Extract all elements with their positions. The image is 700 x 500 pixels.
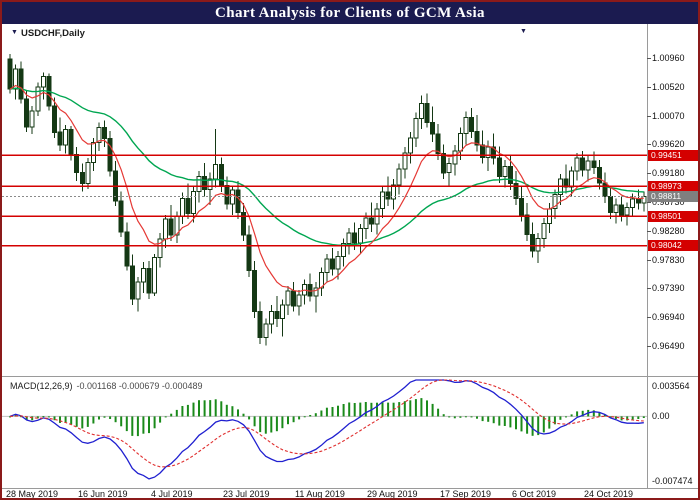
date-axis-label[interactable]: 24 Oct 2019 [584,489,634,499]
macd-indicator-label: MACD(12,26,9) -0.001168 -0.000679 -0.0004… [10,381,202,391]
price-tick-label: 1.00960 [652,53,685,63]
level-price-tag: 0.98973 [648,181,698,192]
price-tick-label: 1.00070 [652,111,685,121]
date-axis-label[interactable]: 23 Jul 2019 [223,489,270,499]
price-tick-mark [647,173,651,174]
date-axis-label[interactable]: 11 Aug 2019 [295,489,345,499]
date-axis-label[interactable]: 16 Jun 2019 [78,489,128,499]
date-axis-label[interactable]: 6 Oct 2019 [512,489,557,499]
price-tick-label: 0.97830 [652,255,685,265]
date-axis-label[interactable]: 29 Aug 2019 [367,489,418,499]
price-tick-mark [647,288,651,289]
price-tick-mark [647,346,651,347]
price-tick-mark [647,144,651,145]
date-axis-label[interactable]: 17 Sep 2019 [440,489,492,499]
date-axis-label[interactable]: 28 May 2019 [6,489,59,499]
price-tick-mark [647,202,651,203]
support-resistance-lines[interactable] [2,154,647,247]
price-tick-label: 1.00520 [652,82,685,92]
current-price-tag: 0.98811 [648,191,698,202]
price-tick-mark [647,260,651,261]
candles-layer [7,53,647,346]
macd-axis-label: 0.00 [652,411,670,421]
price-tick-mark [647,317,651,318]
level-price-tag: 0.99451 [648,150,698,161]
price-tick-label: 0.97390 [652,283,685,293]
price-tick-label: 0.98280 [652,226,685,236]
price-axis-separator [647,24,648,488]
price-tick-mark [647,58,651,59]
level-price-tag: 0.98501 [648,211,698,222]
price-tick-label: 0.99620 [652,139,685,149]
price-tick-label: 0.99180 [652,168,685,178]
price-tick-mark [647,87,651,88]
macd-layer [2,379,647,480]
pane-separator[interactable] [2,376,698,377]
price-tick-label: 0.98730 [652,197,685,207]
price-tick-label: 0.96940 [652,312,685,322]
price-tick-label: 0.96490 [652,341,685,351]
chevron-down-icon[interactable]: ▼ [11,29,18,36]
macd-axis-label: -0.007474 [652,476,693,486]
level-price-tag: 0.98042 [648,240,698,251]
symbol-label: USDCHF,Daily [21,28,85,39]
down-arrow-marker-icon: ▼ [520,28,527,35]
price-tick-mark [647,231,651,232]
macd-values: -0.001168 -0.000679 -0.000489 [76,381,203,391]
macd-name: MACD(12,26,9) [10,381,73,391]
price-tick-mark [647,116,651,117]
date-axis-label[interactable]: 4 Jul 2019 [151,489,193,499]
date-axis-separator [2,488,698,489]
page-title: Chart Analysis for Clients of GCM Asia [2,2,698,24]
macd-axis-label: 0.003564 [652,381,690,391]
